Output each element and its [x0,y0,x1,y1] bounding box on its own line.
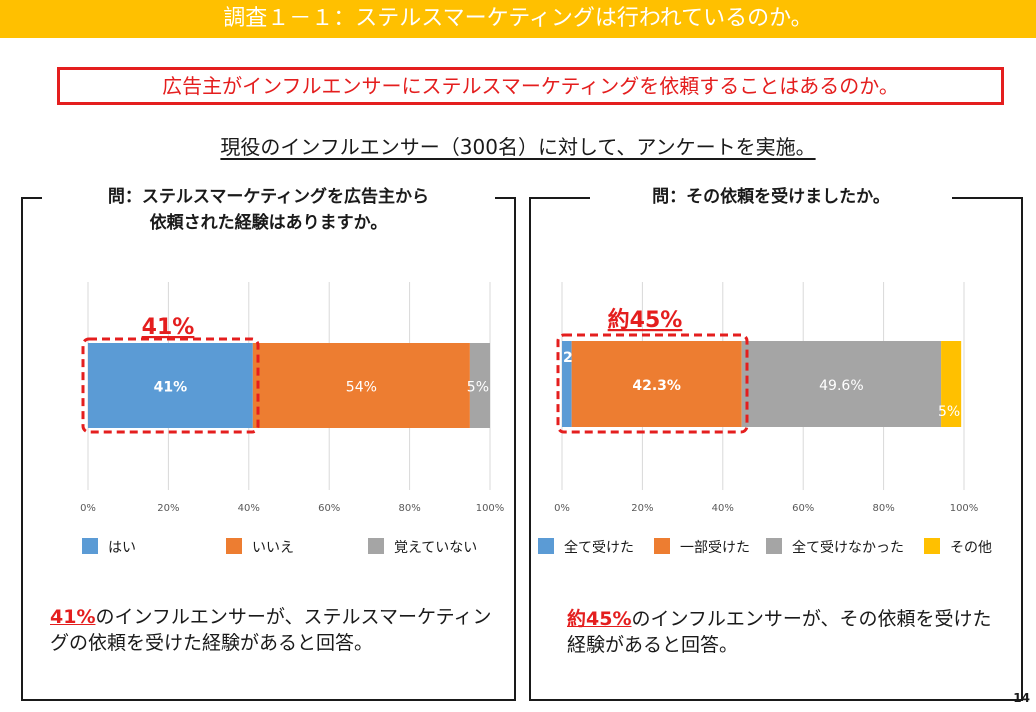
x-tick-label: 20% [631,503,653,514]
right-highlight-frame [556,333,749,434]
bar-segment [469,343,490,428]
left-callout: 41% [142,315,195,340]
right-callout: 約45% [608,307,683,333]
x-tick-label: 0% [80,503,96,514]
slide-title: 調査１－１：ステルスマーケティングは行われているのか。 [0,0,1036,38]
legend-label: いいえ [252,540,294,556]
bar-segment [88,343,253,428]
legend-label: はい [108,540,136,556]
page-number: 14 [1013,691,1030,705]
left-question-line1: 問：ステルスマーケティングを広告主から [107,187,430,207]
x-tick-label: 20% [157,503,179,514]
left-highlight-frame [81,337,260,434]
x-tick-label: 40% [712,503,734,514]
legend-swatch [924,538,940,554]
legend-swatch [226,538,242,554]
right-conclusion-highlight: 約45% [567,608,632,630]
data-label: 54% [346,380,377,396]
legend-swatch [82,538,98,554]
chart-right: 0%20%40%60%80%100%2.4%42.3%49.6%5%全て受けた一… [538,282,992,556]
legend-label: 覚えていない [394,540,477,556]
legend-label: 全て受けなかった [792,539,904,556]
x-tick-label: 60% [792,503,814,514]
left-conclusion-highlight: 41% [50,606,96,628]
x-tick-label: 100% [476,503,505,514]
x-tick-label: 80% [872,503,894,514]
x-tick-label: 0% [554,503,570,514]
bar-segment [562,341,572,427]
x-tick-label: 100% [950,503,979,514]
survey-note-text: 現役のインフルエンサー（300名）に対して、アンケートを実施。 [220,135,816,159]
survey-note: 現役のインフルエンサー（300名）に対して、アンケートを実施。 [0,131,1036,160]
chart-left: 0% 20% 40% 60% 80% 100% 41% 54% 5% はい いいえ 覚えていない [80,282,504,556]
legend-label: 全て受けた [564,539,634,556]
left-conclusion-text: のインフルエンサーが、ステルスマーケティングの依頼を受けた経験があると回答。 [50,606,492,654]
legend-label: 一部受けた [680,540,750,556]
left-question-title: 問：ステルスマーケティングを広告主から 依頼された経験はありますか。 [42,184,495,236]
data-label: 49.6% [819,378,863,394]
left-question-line2: 依頼された経験はありますか。 [149,213,388,233]
data-label: 5% [938,404,960,420]
bar-segment [571,341,742,427]
data-label: 5% [467,380,489,396]
bar-segment [941,341,962,427]
legend-swatch [538,538,554,554]
right-question-title: 問：その依頼を受けましたか。 [590,184,952,210]
data-label: 41% [154,380,188,396]
research-question-box: 広告主がインフルエンサーにステルスマーケティングを依頼することはあるのか。 [57,67,1004,105]
legend-swatch [368,538,384,554]
legend-swatch [654,538,670,554]
bar-segment [741,341,942,427]
right-conclusion: 約45%のインフルエンサーが、その依頼を受けた経験があると回答。 [567,606,1007,658]
x-tick-label: 60% [318,503,340,514]
data-label: 42.3% [632,378,681,394]
x-tick-label: 80% [398,503,420,514]
x-tick-label: 40% [238,503,260,514]
bar-segment [252,343,470,428]
legend-swatch [766,538,782,554]
right-conclusion-text: のインフルエンサーが、その依頼を受けた経験があると回答。 [567,608,992,656]
legend-label: その他 [950,540,992,556]
left-conclusion: 41%のインフルエンサーが、ステルスマーケティングの依頼を受けた経験があると回答… [50,604,500,656]
